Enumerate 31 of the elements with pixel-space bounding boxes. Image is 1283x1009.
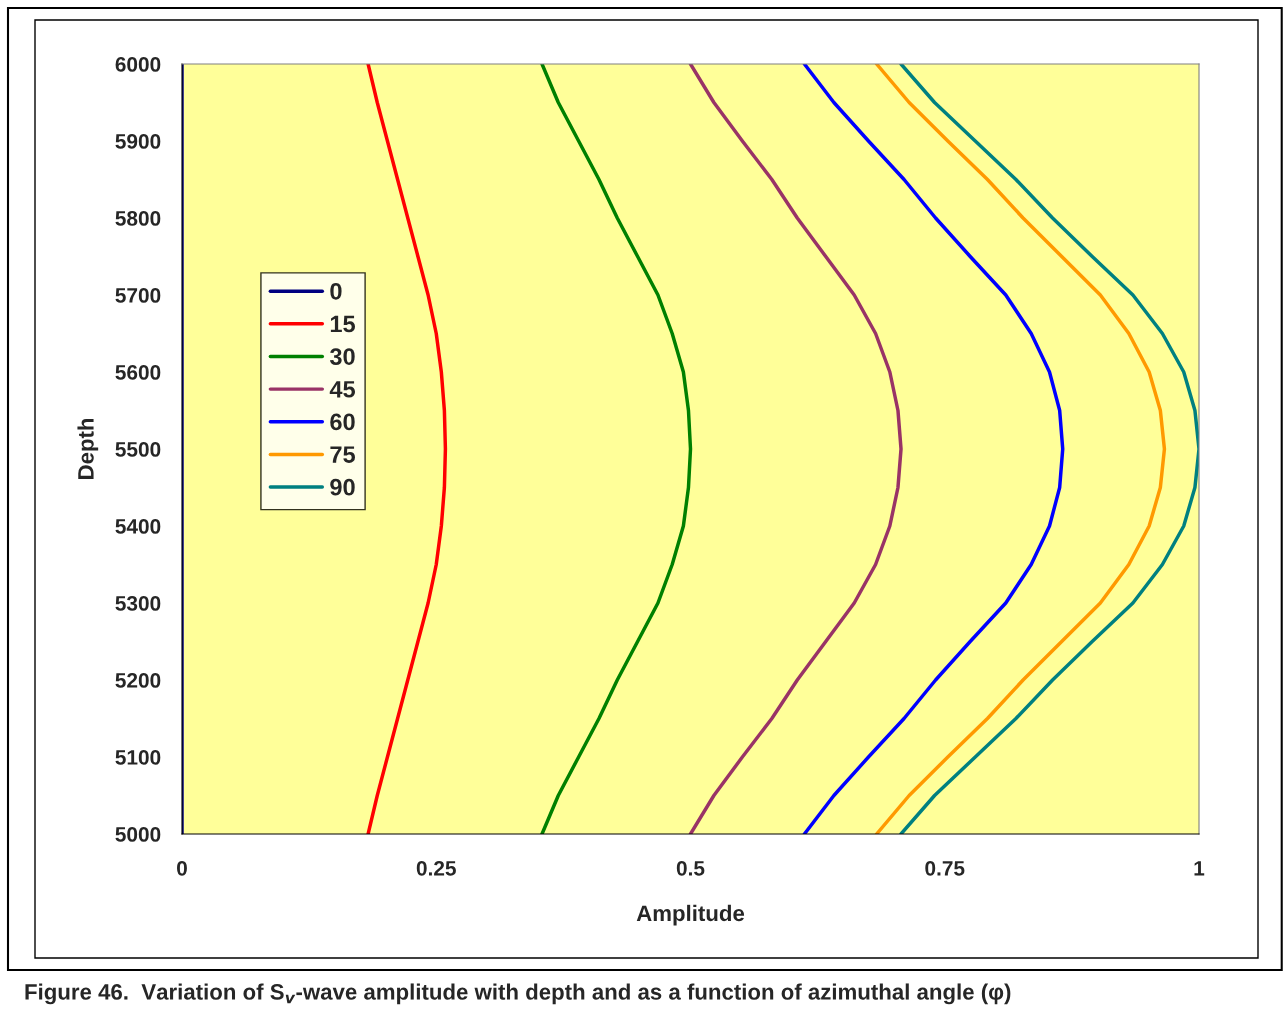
line-series — [802, 64, 1065, 834]
y-tick-label: 5100 — [115, 750, 161, 765]
y-axis-title: Depth — [77, 418, 99, 479]
legend-label: 0 — [330, 282, 342, 300]
y-tick-label: 5700 — [115, 288, 161, 303]
legend-label: 90 — [330, 478, 355, 496]
x-tick-label: 0.25 — [416, 860, 456, 876]
legend-label: 45 — [329, 381, 355, 398]
x-axis-title: Amplitude — [636, 904, 745, 926]
x-tick-label: 1 — [1194, 861, 1205, 876]
y-tick-label: 5500 — [115, 442, 161, 457]
y-tick-label: 6000 — [115, 57, 161, 72]
x-tick-label: 0.75 — [925, 860, 965, 876]
y-tick-label: 5000 — [115, 827, 161, 842]
x-tick-label: 0 — [177, 860, 187, 876]
y-tick-label: 5200 — [115, 673, 161, 688]
line-series — [874, 64, 1167, 834]
legend-label: 75 — [330, 446, 355, 463]
legend-label: 15 — [330, 315, 355, 333]
caption: Figure 46. Variation of S$_{v}$-wave amplitude with depth and as a function of azimuthal angle (φ) — [25, 983, 1011, 1005]
x-tick-label: 0.5 — [676, 860, 705, 876]
y-tick-label: 5600 — [115, 365, 161, 380]
y-tick-label: 5400 — [115, 519, 161, 534]
y-tick-label: 5800 — [115, 211, 161, 226]
line-series — [540, 64, 693, 834]
y-tick-label: 5900 — [115, 134, 161, 149]
legend-label: 60 — [330, 413, 355, 431]
line-series — [366, 64, 448, 834]
legend-label: 30 — [329, 348, 355, 366]
line-series — [688, 64, 903, 834]
y-tick-label: 5300 — [115, 596, 161, 611]
